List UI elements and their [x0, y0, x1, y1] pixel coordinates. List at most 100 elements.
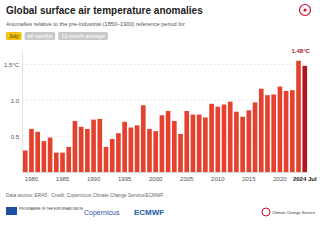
grid	[22, 64, 308, 136]
bar	[296, 61, 301, 172]
x-tick: 1995	[118, 172, 132, 182]
bar	[35, 132, 40, 172]
bar	[116, 133, 121, 172]
bar	[259, 89, 264, 172]
toggle-button-bg[interactable]	[58, 32, 108, 40]
toggle-button-bg[interactable]	[6, 32, 22, 40]
x-tick-label: 1995	[118, 176, 132, 182]
source: Data source: ERA5 · Credit: Copernicus C…	[6, 193, 164, 198]
bar	[153, 131, 158, 172]
x-axis: 1980 1985 1990 1995 2000 2005 2010 2015 2020 2024…	[23, 172, 317, 182]
x-tick-label: 2000	[149, 176, 163, 182]
toggle-button-label: 12-month average	[61, 33, 105, 39]
x-tick: 1980	[25, 172, 39, 182]
toggle-button[interactable]: 12-month average	[58, 32, 108, 40]
bar	[141, 105, 146, 172]
logo-text: ECMWF	[134, 208, 164, 217]
bar	[240, 117, 245, 172]
bar	[228, 102, 233, 172]
bar	[79, 127, 84, 172]
bar	[91, 120, 96, 172]
y-tick: 1.0	[11, 98, 22, 104]
x-tick-label: 2005	[180, 176, 194, 182]
bars	[23, 61, 307, 172]
y-tick-label: 1.0	[11, 98, 20, 104]
x-tick: 2010	[211, 172, 225, 182]
bar	[73, 121, 78, 172]
x-tick: 2015	[242, 172, 256, 182]
x-tick: 2000	[149, 172, 163, 182]
bar	[209, 104, 214, 172]
bar	[122, 122, 127, 172]
bar	[129, 128, 134, 172]
y-tick: 1.5°C	[4, 62, 22, 68]
grid-line	[22, 136, 308, 137]
bar	[97, 119, 102, 172]
x-axis-line	[23, 172, 309, 173]
y-tick: 0.5	[11, 134, 22, 140]
bar	[215, 107, 220, 172]
toggle-button-label: July	[9, 33, 19, 39]
toggle-button[interactable]: July	[6, 32, 22, 40]
title: Global surface air temperature anomalies	[6, 5, 203, 16]
bar	[265, 95, 270, 172]
bar	[197, 115, 202, 172]
x-tick-label: 2020	[273, 176, 287, 182]
toggle-button-bg[interactable]	[25, 32, 56, 40]
y-axis: 0.5 1.0 1.5°C	[4, 51, 23, 173]
bar	[253, 102, 258, 172]
bar	[166, 111, 171, 172]
bar	[23, 150, 28, 172]
y-tick-label: 1.5°C	[4, 62, 20, 68]
logo-circle	[300, 5, 311, 16]
x-tick-label: 1980	[25, 176, 39, 182]
logo-text: Climate Change Service	[272, 210, 316, 215]
subtitle: Anomalies relative to the pre-industrial…	[6, 21, 185, 27]
logo-text: Copernicus	[84, 209, 120, 217]
bar	[278, 87, 283, 172]
bar	[147, 129, 152, 172]
logo-text: PROGRAMME OF THE EUROPEAN UNION	[19, 207, 83, 211]
grid-line	[22, 64, 308, 65]
bar	[54, 153, 59, 172]
logo-dot	[303, 8, 306, 11]
bar	[160, 115, 165, 172]
bar	[184, 111, 189, 172]
logo-icon	[300, 5, 311, 16]
x-tick-label: 2024 Jul	[293, 176, 317, 182]
y-axis-line	[22, 51, 23, 173]
bar	[247, 110, 252, 172]
bar	[203, 117, 208, 172]
logos: PROGRAMME OF THE EUROPEAN UNIONCopernicu…	[6, 207, 316, 217]
x-tick: 2020	[273, 172, 287, 182]
bar	[234, 112, 239, 172]
x-tick: 2024 Jul	[293, 172, 317, 182]
bar	[290, 90, 295, 172]
grid-line	[22, 100, 308, 101]
x-tick: 2005	[180, 172, 194, 182]
x-tick-label: 1990	[87, 176, 101, 182]
bar	[284, 91, 289, 172]
bar	[85, 129, 90, 172]
bar	[42, 141, 47, 172]
bar	[66, 147, 71, 172]
x-tick-label: 2010	[211, 176, 225, 182]
bar	[110, 139, 115, 172]
annotation: 1.48°C	[292, 48, 311, 54]
toggle-button[interactable]: all months	[25, 32, 56, 40]
x-tick-label: 2015	[242, 176, 256, 182]
x-tick: 1985	[56, 172, 70, 182]
bar	[60, 153, 65, 172]
chart: Global surface air temperature anomalies…	[0, 0, 320, 225]
bar	[29, 129, 34, 172]
bar	[191, 115, 196, 172]
bar	[48, 138, 53, 172]
c3s-icon	[262, 208, 270, 216]
y-tick-label: 0.5	[11, 134, 20, 140]
bar	[302, 66, 307, 172]
bar	[222, 105, 227, 172]
x-tick-label: 1985	[56, 176, 70, 182]
bar	[135, 125, 140, 172]
bar	[271, 94, 276, 172]
x-tick: 1990	[87, 172, 101, 182]
